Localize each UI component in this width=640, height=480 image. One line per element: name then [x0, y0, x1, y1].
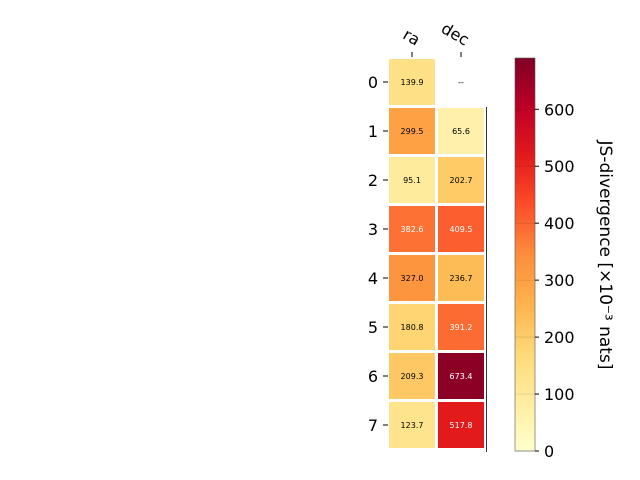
colorbar-tick-label-200: 200: [544, 328, 575, 347]
heatmap-cell-r6-c0: [389, 353, 435, 399]
cell-label-r1-c1: 65.6: [452, 127, 470, 136]
cell-label-r2-c0: 95.1: [403, 176, 421, 185]
cell-label-r4-c1: 236.7: [450, 274, 473, 283]
colorbar-label: JS-divergence [×10⁻³ nats]: [595, 140, 615, 370]
heatmap-cell-r2-c0: [389, 157, 435, 203]
row-tick-label-2: 2: [368, 171, 378, 190]
col-tick-label-ra: ra: [400, 25, 424, 50]
row-tick-label-0: 0: [368, 73, 378, 92]
row-tick-label-4: 4: [368, 269, 378, 288]
colorbar-tick-label-500: 500: [544, 157, 575, 176]
column-ticks: ra dec: [400, 19, 473, 57]
heatmap-cell-r0-c0: [389, 59, 435, 105]
row-tick-label-1: 1: [368, 122, 378, 141]
cell-label-r4-c0: 327.0: [401, 274, 424, 283]
cell-label-r0-c1: --: [458, 78, 464, 87]
cell-label-r0-c0: 139.9: [401, 78, 424, 87]
row-tick-label-7: 7: [368, 416, 378, 435]
heatmap-cell-r7-c1: [438, 402, 484, 448]
row-tick-label-3: 3: [368, 220, 378, 239]
cell-label-r7-c1: 517.8: [450, 421, 473, 430]
cell-label-r3-c0: 382.6: [401, 225, 424, 234]
heatmap-cell-r7-c0: [389, 402, 435, 448]
heatmap-cell-r4-c0: [389, 255, 435, 301]
cell-label-r5-c1: 391.2: [450, 323, 473, 332]
heatmap-cell-r6-c1: [438, 353, 484, 399]
cell-label-r3-c1: 409.5: [450, 225, 473, 234]
colorbar-tick-label-100: 100: [544, 385, 575, 404]
heatmap-cell-r4-c1: [438, 255, 484, 301]
heatmap-cell-r1-c1: [438, 108, 484, 154]
colorbar-tick-label-0: 0: [544, 442, 554, 461]
heatmap-cell-r5-c0: [389, 304, 435, 350]
heatmap-cell-r5-c1: [438, 304, 484, 350]
heatmap-cell-r3-c1: [438, 206, 484, 252]
colorbar-tick-label-400: 400: [544, 214, 575, 233]
cell-label-r2-c1: 202.7: [450, 176, 473, 185]
row-ticks: 0 1 2 3 4 5 6 7: [368, 73, 388, 435]
cell-label-r1-c0: 299.5: [401, 127, 424, 136]
colorbar-tick-label-300: 300: [544, 271, 575, 290]
heatmap-cell-r3-c0: [389, 206, 435, 252]
row-tick-label-5: 5: [368, 318, 378, 337]
cell-label-r7-c0: 123.7: [401, 421, 424, 430]
heatmap-cells: 139.9 -- 299.5 65.6 95.1 202.7 382.6 409.5 327.0…: [389, 59, 487, 452]
heatmap-cell-r1-c0: [389, 108, 435, 154]
colorbar: 0 100 200 300 400 500 600: [514, 57, 575, 461]
colorbar-tick-label-600: 600: [544, 100, 575, 119]
cell-label-r6-c0: 209.3: [401, 372, 424, 381]
col-tick-label-dec: dec: [438, 19, 472, 50]
cell-label-r5-c0: 180.8: [401, 323, 424, 332]
colorbar-gradient: [514, 57, 536, 452]
row-tick-label-6: 6: [368, 367, 378, 386]
cell-label-r6-c1: 673.4: [450, 372, 473, 381]
heatmap-cell-r2-c1: [438, 157, 484, 203]
